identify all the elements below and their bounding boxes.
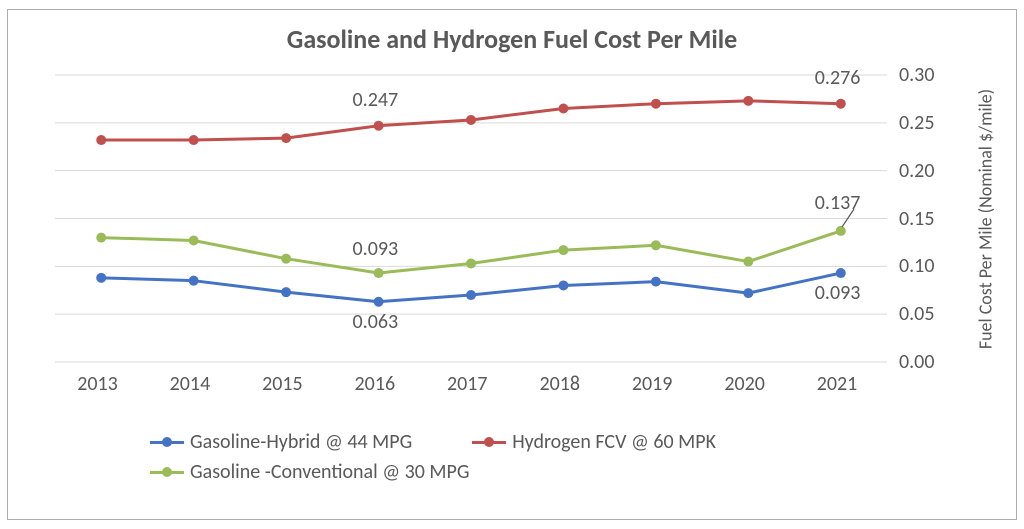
y-axis-title: Fuel Cost Per Mile (Nominal $/mile) xyxy=(974,75,996,362)
legend-item: Hydrogen FCV @ 60 MPK xyxy=(472,430,716,454)
series-marker xyxy=(836,99,846,109)
series-marker xyxy=(558,103,568,113)
data-label: 0.276 xyxy=(815,66,861,90)
x-tick-label: 2019 xyxy=(632,372,673,396)
series-marker xyxy=(281,133,291,143)
y-tick-label: 0.10 xyxy=(899,254,934,278)
series-marker xyxy=(189,276,199,286)
y-tick-label: 0.15 xyxy=(899,207,934,231)
series-marker xyxy=(558,280,568,290)
y-tick-label: 0.05 xyxy=(899,302,934,326)
series-marker xyxy=(189,236,199,246)
y-tick-label: 0.20 xyxy=(899,159,934,183)
x-tick-label: 2020 xyxy=(724,372,765,396)
x-tick-label: 2013 xyxy=(77,372,118,396)
chart-title: Gasoline and Hydrogen Fuel Cost Per Mile xyxy=(0,23,1024,55)
series-layer xyxy=(55,75,887,362)
series-marker xyxy=(651,277,661,287)
y-tick-label: 0.30 xyxy=(899,63,934,87)
series-marker xyxy=(651,99,661,109)
series-marker xyxy=(743,257,753,267)
x-tick-label: 2015 xyxy=(262,372,303,396)
series-marker xyxy=(374,297,384,307)
data-label: 0.093 xyxy=(815,281,861,305)
legend: Gasoline-Hybrid @ 44 MPG Hydrogen FCV @ 6… xyxy=(150,430,890,490)
x-tick-label: 2018 xyxy=(539,372,580,396)
series-marker xyxy=(96,273,106,283)
legend-label: Gasoline-Hybrid @ 44 MPG xyxy=(190,430,412,454)
series-marker xyxy=(558,245,568,255)
series-marker xyxy=(374,121,384,131)
series-marker xyxy=(374,268,384,278)
series-marker xyxy=(96,233,106,243)
leader-line xyxy=(836,203,886,243)
legend-item: Gasoline-Hybrid @ 44 MPG xyxy=(150,430,412,454)
x-tick-label: 2016 xyxy=(355,372,396,396)
series-marker xyxy=(743,288,753,298)
series-marker xyxy=(836,268,846,278)
y-tick-label: 0.00 xyxy=(899,350,934,374)
series-marker xyxy=(466,115,476,125)
series-marker xyxy=(651,240,661,250)
data-label: 0.063 xyxy=(353,310,399,334)
data-label: 0.093 xyxy=(353,237,399,261)
series-marker xyxy=(281,287,291,297)
series-marker xyxy=(466,290,476,300)
series-marker xyxy=(96,135,106,145)
x-tick-label: 2017 xyxy=(447,372,488,396)
legend-label: Hydrogen FCV @ 60 MPK xyxy=(512,430,716,454)
x-tick-label: 2014 xyxy=(170,372,211,396)
plot-area xyxy=(55,75,887,362)
data-label: 0.247 xyxy=(353,88,399,112)
series-marker xyxy=(466,258,476,268)
series-marker xyxy=(281,254,291,264)
x-tick-label: 2021 xyxy=(817,372,858,396)
y-tick-label: 0.25 xyxy=(899,111,934,135)
series-marker xyxy=(189,135,199,145)
series-marker xyxy=(743,96,753,106)
legend-item: Gasoline -Conventional @ 30 MPG xyxy=(150,460,469,484)
legend-label: Gasoline -Conventional @ 30 MPG xyxy=(190,460,469,484)
